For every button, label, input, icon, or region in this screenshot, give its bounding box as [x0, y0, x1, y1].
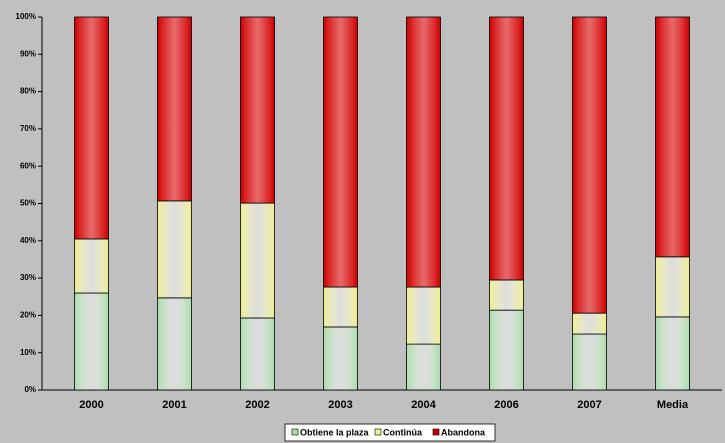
bar-segment [572, 312, 607, 335]
legend-swatch [432, 428, 440, 436]
bar-segment [655, 16, 690, 258]
y-tick-label: 30% [20, 273, 36, 282]
bar-segment [406, 343, 441, 391]
bar-segment [406, 286, 441, 345]
y-tick-label: 0% [24, 385, 36, 394]
y-tick-label: 50% [20, 199, 36, 208]
x-tick-label: Media [657, 399, 689, 411]
legend-label: Abandona [441, 427, 486, 437]
bar-segment [240, 317, 275, 391]
bar-segment [572, 333, 607, 391]
y-tick-label: 70% [20, 124, 36, 133]
legend-label: Continúa [383, 427, 423, 437]
x-tick-label: 2004 [411, 399, 436, 411]
legend-swatch [374, 428, 382, 436]
bar-segment [74, 292, 109, 391]
y-tick-label: 10% [20, 348, 36, 357]
y-tick-label: 60% [20, 161, 36, 170]
bar-segment [572, 16, 607, 314]
x-tick-label: 2003 [328, 399, 352, 411]
bar-segment [323, 286, 358, 328]
legend: Obtiene la plaza Continúa Abandona [284, 423, 496, 442]
bar-segment [74, 16, 109, 240]
bar-segment [157, 297, 192, 391]
bar-segment [489, 309, 524, 391]
bar-segment [489, 279, 524, 311]
bar-segment [489, 16, 524, 281]
bar-segment [655, 256, 690, 318]
x-tick-label: 2006 [494, 399, 518, 411]
x-tick-label: 2001 [162, 399, 186, 411]
bar-segment [323, 326, 358, 391]
bar-segment [240, 16, 275, 204]
x-tick-label: 2000 [79, 399, 103, 411]
bar-segment [157, 200, 192, 299]
y-tick-label: 20% [20, 311, 36, 320]
bar-segment [74, 238, 109, 294]
bar-segment [655, 316, 690, 391]
legend-swatch [291, 428, 299, 436]
y-tick-label: 90% [20, 49, 36, 58]
y-tick-label: 80% [20, 87, 36, 96]
bar-segment [406, 16, 441, 288]
x-tick-label: 2002 [245, 399, 269, 411]
y-tick-label: 40% [20, 236, 36, 245]
legend-label: Obtiene la plaza [300, 427, 370, 437]
x-tick-label: 2007 [577, 399, 601, 411]
y-tick-label: 100% [16, 12, 36, 21]
legend-box [284, 423, 496, 442]
bar-segment [157, 16, 192, 202]
bar-segment [240, 202, 275, 319]
bar-segment [323, 16, 358, 288]
